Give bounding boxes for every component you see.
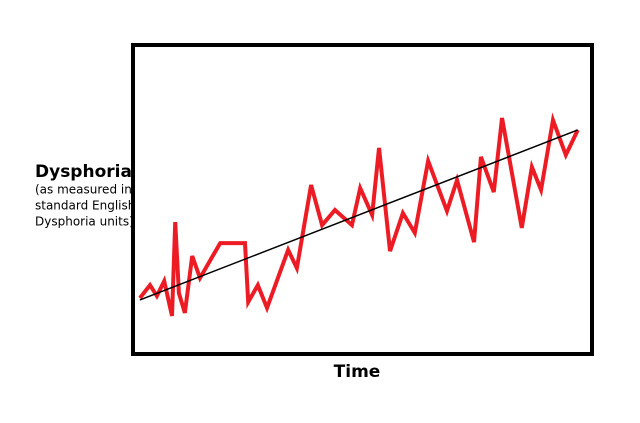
y-axis-note: Dysphoria units) — [35, 215, 134, 229]
plot-frame — [131, 43, 594, 356]
trend-line — [139, 129, 579, 301]
data-line — [138, 112, 580, 317]
y-axis-note: standard English — [35, 199, 135, 213]
y-axis-note: (as measured in — [35, 183, 132, 197]
x-axis-label: Time — [334, 362, 381, 382]
plot-area — [138, 112, 580, 317]
y-axis-label: Dysphoria — [35, 162, 132, 182]
